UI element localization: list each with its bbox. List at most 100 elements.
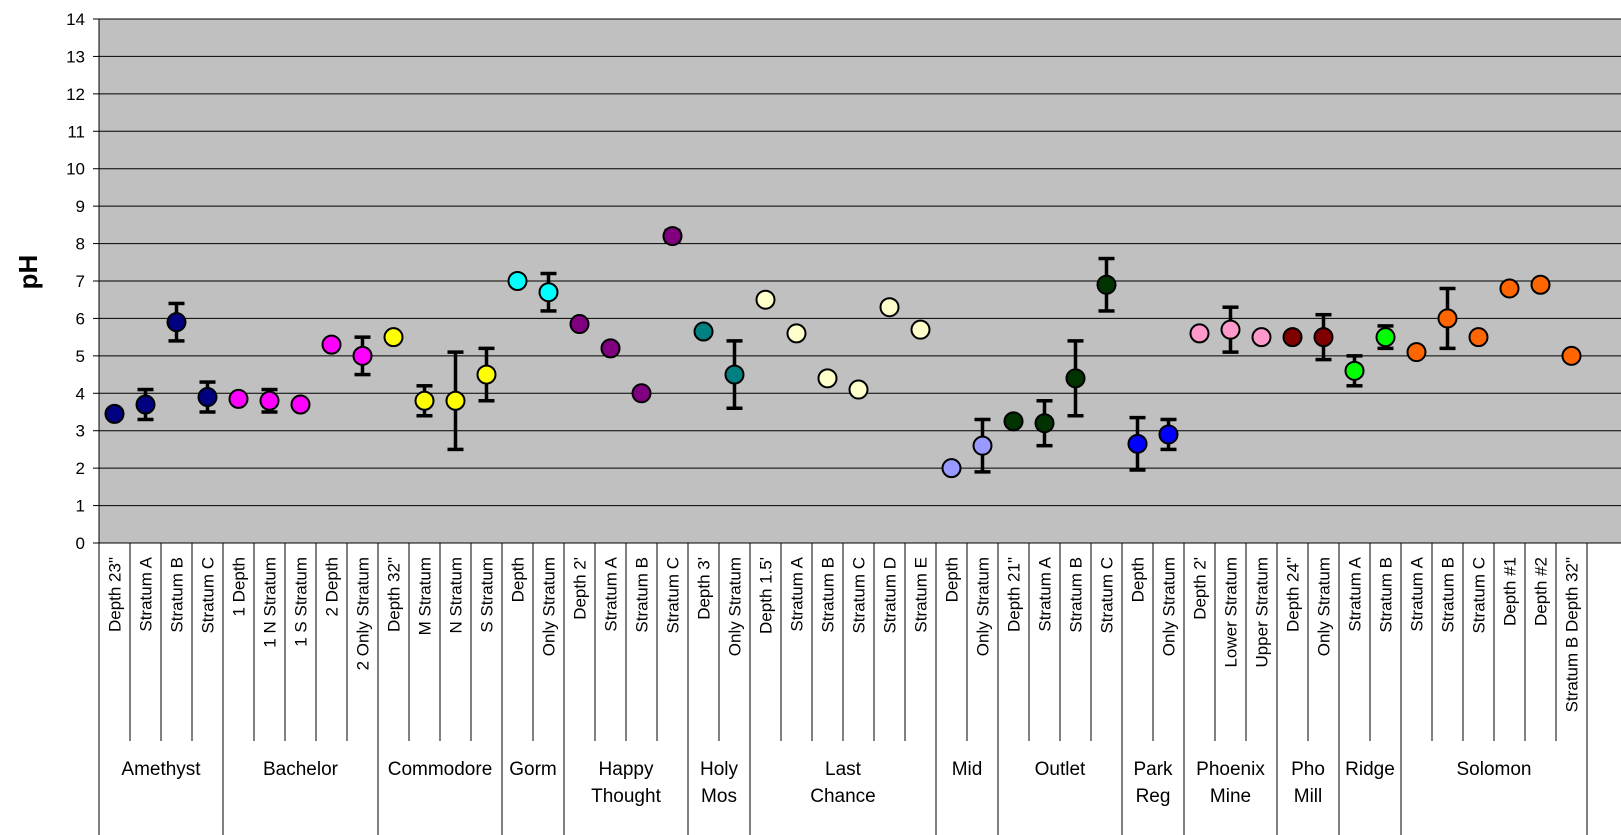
data-point [166, 312, 187, 333]
data-point [1034, 413, 1055, 434]
data-point [910, 319, 931, 340]
data-point [1468, 327, 1489, 348]
category-label: Stratum A [1036, 556, 1055, 631]
data-point [1561, 345, 1582, 366]
y-tick-label: 8 [76, 235, 85, 254]
group-label: Commodore [388, 759, 493, 780]
data-point [817, 368, 838, 389]
category-label: Stratum A [137, 556, 156, 631]
gridlines [99, 18, 1621, 544]
category-label: Stratum D [881, 557, 900, 634]
group-label: Ridge [1345, 759, 1395, 780]
y-tick-label: 10 [66, 160, 85, 179]
data-point [507, 271, 528, 291]
category-label: Stratum B [819, 557, 838, 633]
category-label: 2 Only Stratum [354, 557, 373, 670]
data-point [724, 364, 745, 385]
y-axis-title: pH [13, 255, 43, 290]
data-series [104, 226, 1582, 479]
group-label: Gorm [509, 759, 557, 780]
category-label: Depth 2' [571, 557, 590, 620]
group-label: Amethyst [121, 759, 201, 780]
group-label: Park Reg [1133, 759, 1173, 807]
data-point [1499, 278, 1520, 299]
data-point [1127, 433, 1148, 454]
y-tick-label: 14 [66, 10, 85, 29]
y-tick-label: 7 [76, 272, 85, 291]
category-label: Only Stratum [540, 557, 559, 656]
category-label: Stratum A [1346, 556, 1365, 631]
category-label: Stratum E [912, 557, 931, 633]
y-tick-label: 3 [76, 422, 85, 441]
data-point [1220, 319, 1241, 340]
category-label: Depth 1.5' [757, 557, 776, 634]
group-label: Mid [952, 759, 983, 780]
category-label: Stratum B [633, 557, 652, 633]
group-label: Phoenix Mine [1196, 759, 1265, 807]
y-tick-label: 9 [76, 197, 85, 216]
data-point [104, 403, 125, 424]
data-point [383, 327, 404, 348]
category-label: Depth 3' [695, 557, 714, 620]
category-label: Depth [1129, 557, 1148, 602]
category-label: Stratum B [1067, 557, 1086, 633]
data-point [755, 289, 776, 310]
category-label: Stratum C [1470, 557, 1489, 634]
group-label: Pho Mill [1291, 759, 1325, 807]
category-label: 1 Depth [230, 557, 249, 617]
data-point [1313, 327, 1334, 348]
data-point [1344, 360, 1365, 381]
category-label: Stratum C [199, 557, 218, 634]
data-point [352, 345, 373, 366]
category-label: Depth 23" [106, 557, 125, 632]
data-point [848, 379, 869, 400]
data-point [414, 390, 435, 411]
data-point [941, 458, 962, 479]
category-label: M Stratum [416, 557, 435, 635]
y-tick-label: 5 [76, 347, 85, 366]
data-point [1406, 342, 1427, 363]
data-point [879, 297, 900, 318]
y-tick-label: 11 [67, 122, 85, 141]
category-label: Depth 24" [1284, 557, 1303, 632]
data-point [135, 394, 156, 415]
category-label: 1 N Stratum [261, 557, 280, 648]
category-label: Only Stratum [1315, 557, 1334, 656]
data-point [259, 390, 280, 411]
data-point [1530, 274, 1551, 295]
y-tick-label: 13 [66, 47, 85, 66]
y-tick-label: 1 [76, 497, 85, 516]
group-label: Solomon [1457, 759, 1532, 780]
data-point [321, 334, 342, 355]
category-label: Stratum A [1408, 556, 1427, 631]
category-label: Depth [943, 557, 962, 602]
category-label: Upper Stratum [1253, 557, 1272, 668]
category-label: Depth [509, 557, 528, 602]
x-axis-categories: Depth 23" Stratum A Stratum B Stratum C Amet… [98, 543, 1588, 835]
group-label: Outlet [1035, 759, 1086, 780]
category-label: Depth 2' [1191, 557, 1210, 620]
category-label: Stratum B [168, 557, 187, 633]
category-label: 1 S Stratum [292, 557, 311, 647]
data-point [600, 338, 621, 359]
category-label: Stratum B Depth 32" [1563, 557, 1582, 712]
data-point [1158, 424, 1179, 445]
data-point [228, 388, 249, 409]
data-point [569, 314, 590, 335]
data-point [1282, 327, 1303, 348]
y-tick-label: 6 [76, 309, 85, 328]
data-point [1437, 308, 1458, 329]
category-label: Lower Stratum [1222, 557, 1241, 668]
data-point [1375, 327, 1396, 348]
data-point [662, 226, 683, 247]
data-point [538, 282, 559, 303]
category-label: Stratum C [664, 557, 683, 634]
category-label: Stratum B [1377, 557, 1396, 633]
category-label: Stratum C [850, 557, 869, 634]
data-point [693, 321, 714, 342]
y-tick-label: 2 [76, 459, 85, 478]
data-point [972, 435, 993, 456]
category-label: Stratum B [1439, 557, 1458, 633]
data-point [631, 383, 652, 404]
